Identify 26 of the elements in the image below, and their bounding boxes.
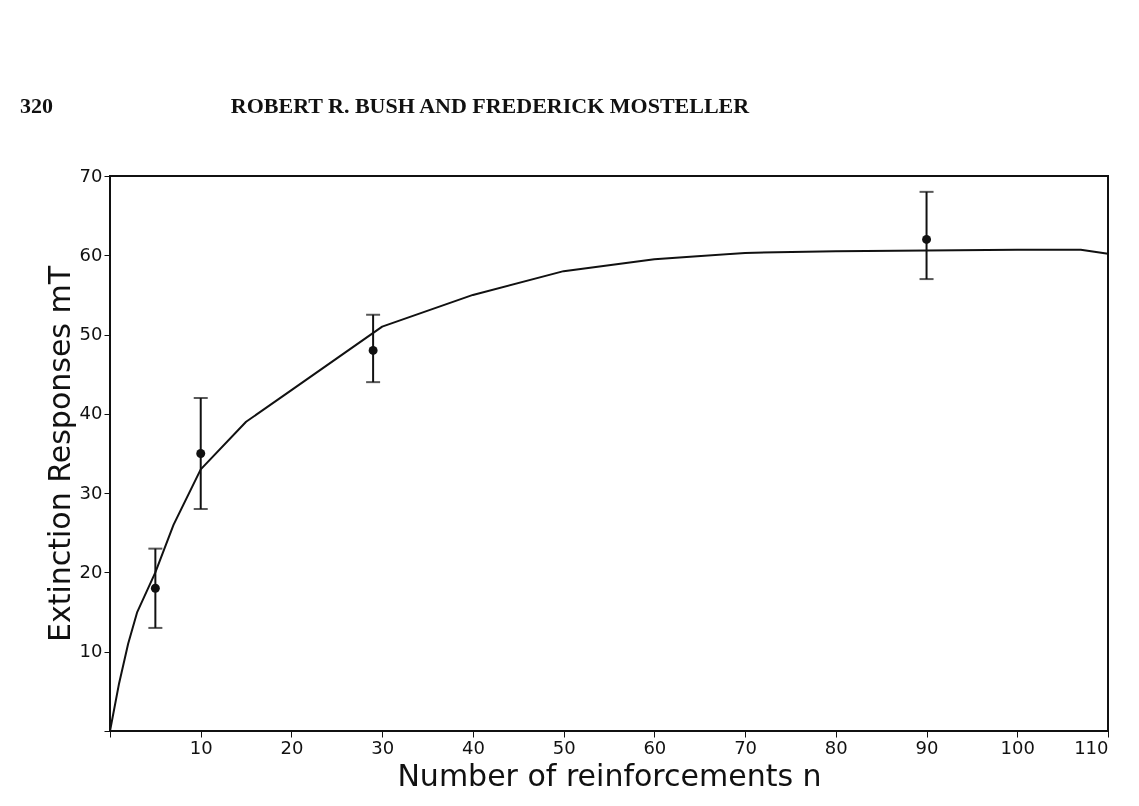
y-tick-label: 20 [79,560,103,582]
x-tick-label: 90 [915,736,939,758]
point [196,449,206,458]
y-tick-label: 60 [79,243,103,265]
point [922,234,932,244]
x-tick-label: 70 [734,736,758,758]
x-tick-label: 110 [1074,736,1109,758]
text: ROBERT R. BUSH AND FREDERICK MOSTELLER [230,93,751,118]
y-tick-label: 70 [79,164,103,186]
x-tick-label: 100 [1000,736,1035,758]
x-tick-label: 60 [643,736,667,758]
y-tick-label: 10 [79,640,103,662]
x-tick-label: 20 [280,736,304,758]
point [150,583,160,593]
x-tick-label: 80 [824,736,848,758]
x-tick-label: 50 [552,736,576,758]
point [368,345,378,355]
x-tick-label: 10 [189,736,213,758]
y-axis-title: Extinction Responses mT [41,265,77,643]
x-tick-label: 40 [461,736,485,758]
text: 320 [20,93,53,118]
x-tick-label: 30 [371,736,395,758]
y-tick-label: 40 [79,402,103,424]
y-tick-label: 50 [79,323,103,345]
x-axis-title: Number of reinforcements n [397,757,822,793]
y-tick-label: 30 [79,481,103,503]
